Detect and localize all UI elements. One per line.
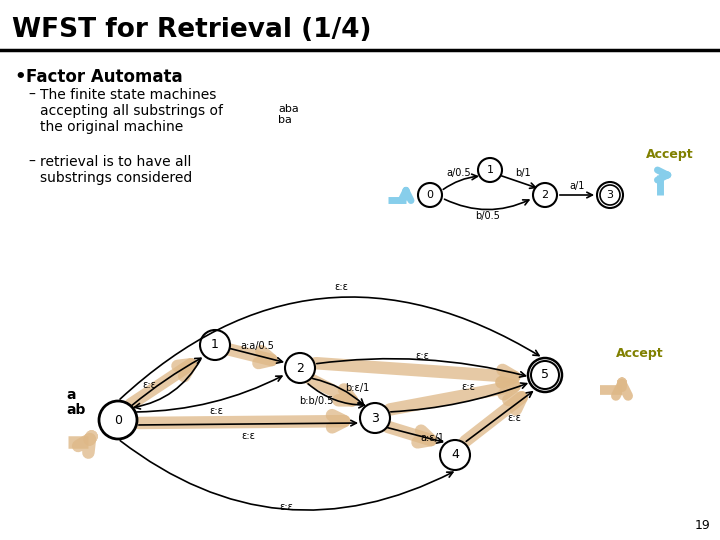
FancyArrowPatch shape [390,382,515,409]
Text: a: a [66,388,76,402]
Text: ε:ε: ε:ε [142,380,156,390]
FancyArrowPatch shape [444,199,528,210]
FancyArrowPatch shape [465,397,522,441]
Text: ε:ε: ε:ε [415,351,429,361]
FancyArrowPatch shape [559,192,593,198]
Circle shape [285,353,315,383]
Text: aba: aba [278,104,299,114]
Text: WFST for Retrieval (1/4): WFST for Retrieval (1/4) [12,17,372,43]
Text: ε:ε: ε:ε [461,382,475,392]
FancyArrowPatch shape [312,379,364,405]
FancyArrowPatch shape [387,427,431,442]
Circle shape [440,440,470,470]
Text: 3: 3 [371,411,379,424]
FancyArrowPatch shape [316,363,514,382]
Text: •: • [14,68,26,86]
Text: a/0.5: a/0.5 [446,168,472,178]
FancyArrowPatch shape [139,415,344,427]
Circle shape [531,361,559,389]
Text: b:b/0.5: b:b/0.5 [300,396,334,406]
FancyArrowPatch shape [130,364,191,404]
Circle shape [418,183,442,207]
Text: accepting all substrings of: accepting all substrings of [40,104,223,118]
Circle shape [478,158,502,182]
Text: ab: ab [66,403,86,417]
Text: 1: 1 [487,165,493,175]
FancyArrowPatch shape [317,359,526,377]
Text: 3: 3 [606,190,613,200]
Text: 0: 0 [114,414,122,427]
Text: ε:ε: ε:ε [209,406,223,416]
Text: 19: 19 [694,519,710,532]
Text: 1: 1 [211,339,219,352]
FancyBboxPatch shape [0,0,720,50]
FancyArrowPatch shape [444,174,477,190]
FancyArrowPatch shape [230,349,282,363]
FancyArrowPatch shape [135,360,201,409]
Circle shape [360,403,390,433]
Text: ε:ε: ε:ε [241,431,256,441]
Text: –: – [28,155,35,169]
Text: –: – [28,88,35,102]
Text: The finite state machines: The finite state machines [40,88,217,102]
FancyBboxPatch shape [0,50,720,540]
Text: a/1: a/1 [570,181,585,191]
FancyArrowPatch shape [391,383,526,412]
Circle shape [600,185,620,205]
Circle shape [200,330,230,360]
Text: 2: 2 [541,190,549,200]
Text: Accept: Accept [616,347,664,360]
Circle shape [528,358,562,392]
Text: the original machine: the original machine [40,120,184,134]
FancyArrowPatch shape [310,379,352,400]
FancyArrowPatch shape [387,428,443,443]
Text: ε:ε: ε:ε [279,502,293,512]
Circle shape [533,183,557,207]
Text: retrieval is to have all: retrieval is to have all [40,155,192,169]
Text: 0: 0 [426,190,433,200]
Text: 5: 5 [541,368,549,381]
FancyArrowPatch shape [132,358,201,405]
Text: b/1: b/1 [515,168,531,178]
FancyArrowPatch shape [230,350,271,363]
FancyArrowPatch shape [139,420,356,426]
FancyArrowPatch shape [137,376,282,412]
Text: ba: ba [278,115,292,125]
Text: b/0.5: b/0.5 [475,211,500,220]
Text: a:ε/1: a:ε/1 [420,433,444,443]
Text: ε:ε: ε:ε [334,282,348,292]
Text: ε:ε: ε:ε [507,413,521,423]
Text: Factor Automata: Factor Automata [26,68,183,86]
Text: a:a/0.5: a:a/0.5 [240,341,274,352]
FancyArrowPatch shape [308,384,364,408]
FancyArrowPatch shape [467,392,532,441]
Circle shape [99,401,137,439]
Text: b:ε/1: b:ε/1 [346,383,369,393]
Text: 4: 4 [451,449,459,462]
FancyArrowPatch shape [78,436,91,453]
Text: Accept: Accept [646,148,694,161]
Circle shape [597,182,623,208]
Text: 2: 2 [296,361,304,375]
Text: substrings considered: substrings considered [40,171,192,185]
FancyArrowPatch shape [502,176,536,188]
